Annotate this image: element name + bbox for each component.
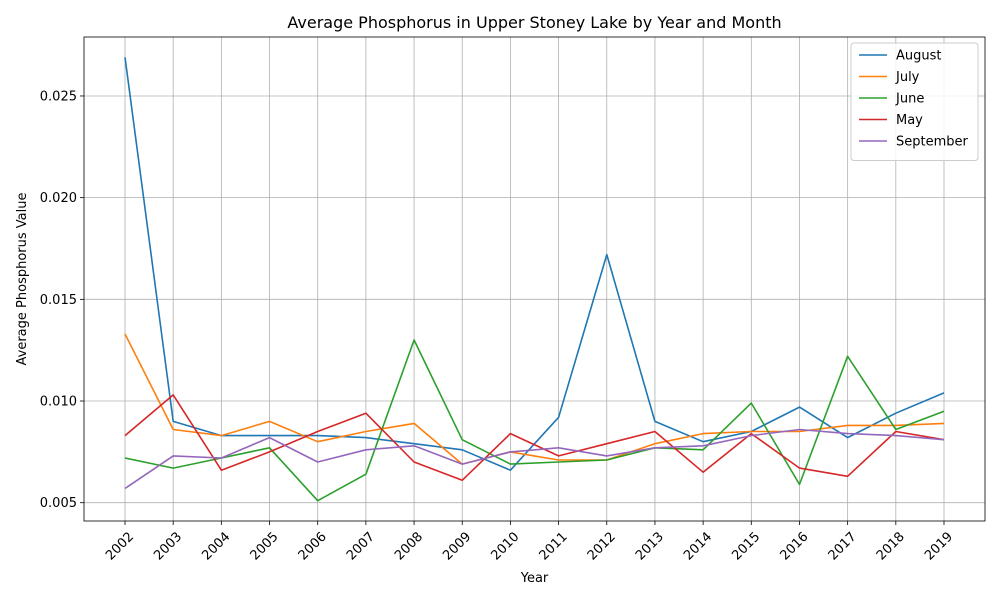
x-axis-title: Year (520, 571, 549, 586)
legend-label: June (895, 92, 924, 107)
y-tick-label: 0.005 (40, 496, 77, 511)
y-tick-label: 0.020 (40, 191, 77, 206)
chart-title: Average Phosphorus in Upper Stoney Lake … (287, 13, 781, 32)
series-line-june (124, 339, 945, 502)
series-line-september (124, 428, 945, 490)
legend: August July June May September (850, 42, 979, 161)
y-tick-label: 0.010 (40, 395, 77, 410)
legend-label: September (896, 135, 969, 150)
legend-label: August (896, 49, 942, 64)
y-tick-label: 0.015 (40, 293, 77, 308)
legend-label: May (896, 113, 923, 128)
y-tick-label: 0.025 (40, 89, 77, 104)
series-line-august (124, 57, 945, 472)
plot-frame (83, 36, 986, 522)
y-axis-title: Average Phosphorus Value (15, 193, 30, 366)
grid (84, 37, 985, 521)
series-lines (124, 57, 945, 502)
legend-box (850, 42, 979, 161)
legend-label: July (895, 70, 920, 85)
series-line-may (124, 394, 945, 482)
